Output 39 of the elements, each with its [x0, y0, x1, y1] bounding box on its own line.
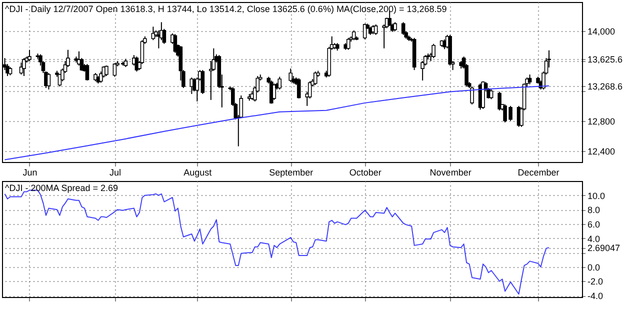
- y-tick-label: 12,800: [588, 116, 616, 126]
- x-tick-label: December: [518, 168, 560, 178]
- candlestick: [112, 62, 117, 78]
- x-tick-label: November: [430, 168, 472, 178]
- candlestick: [22, 58, 26, 77]
- y-tick-label: 10.0: [588, 190, 606, 201]
- y-tick-label: 14,000: [588, 26, 616, 37]
- candlestick: [46, 72, 51, 90]
- candlestick: [489, 88, 494, 100]
- x-tick-label: Jun: [22, 168, 38, 178]
- y-tick-label: 6.0: [588, 219, 600, 230]
- candlestick: [498, 91, 502, 111]
- candlestick: [288, 68, 293, 82]
- y-tick-label: 0.0: [588, 262, 600, 272]
- y-tick-label: 2.69047: [588, 243, 620, 254]
- candlestick: [470, 86, 474, 105]
- y-tick-label: 13,268.6: [588, 81, 623, 92]
- candlestick: [528, 74, 532, 85]
- y-tick-label: -4.0: [588, 291, 604, 302]
- x-tick-label: Jul: [109, 168, 121, 178]
- x-tick-label: October: [349, 168, 382, 178]
- y-tick-label: 8.0: [588, 205, 600, 216]
- x-tick-label: August: [184, 168, 212, 178]
- candlestick: [200, 70, 205, 94]
- candlestick: [104, 65, 108, 77]
- candlestick: [401, 22, 406, 36]
- candlestick: [432, 43, 436, 59]
- line-series: [4, 85, 550, 160]
- candlestick: [313, 71, 318, 86]
- y-tick-label: 13,625.6: [588, 54, 623, 65]
- candlestick: [278, 76, 282, 90]
- chart-title: ^DJI - 200MA Spread = 2.69: [5, 183, 118, 193]
- y-tick-label: -2.0: [588, 276, 604, 287]
- candlestick: [28, 49, 32, 62]
- candlestick: [85, 64, 90, 82]
- x-tick-label: September: [269, 168, 314, 178]
- y-tick-label: 4.0: [588, 234, 600, 244]
- y-tick-label: 12,400: [588, 146, 616, 156]
- chart-title: ^DJI - Daily 12/7/2007 Open 13618.3, H 13744, Lo 13514.2, Close 13625.6 (0.6%) MA(Close,200) = 13,268.59: [5, 4, 447, 14]
